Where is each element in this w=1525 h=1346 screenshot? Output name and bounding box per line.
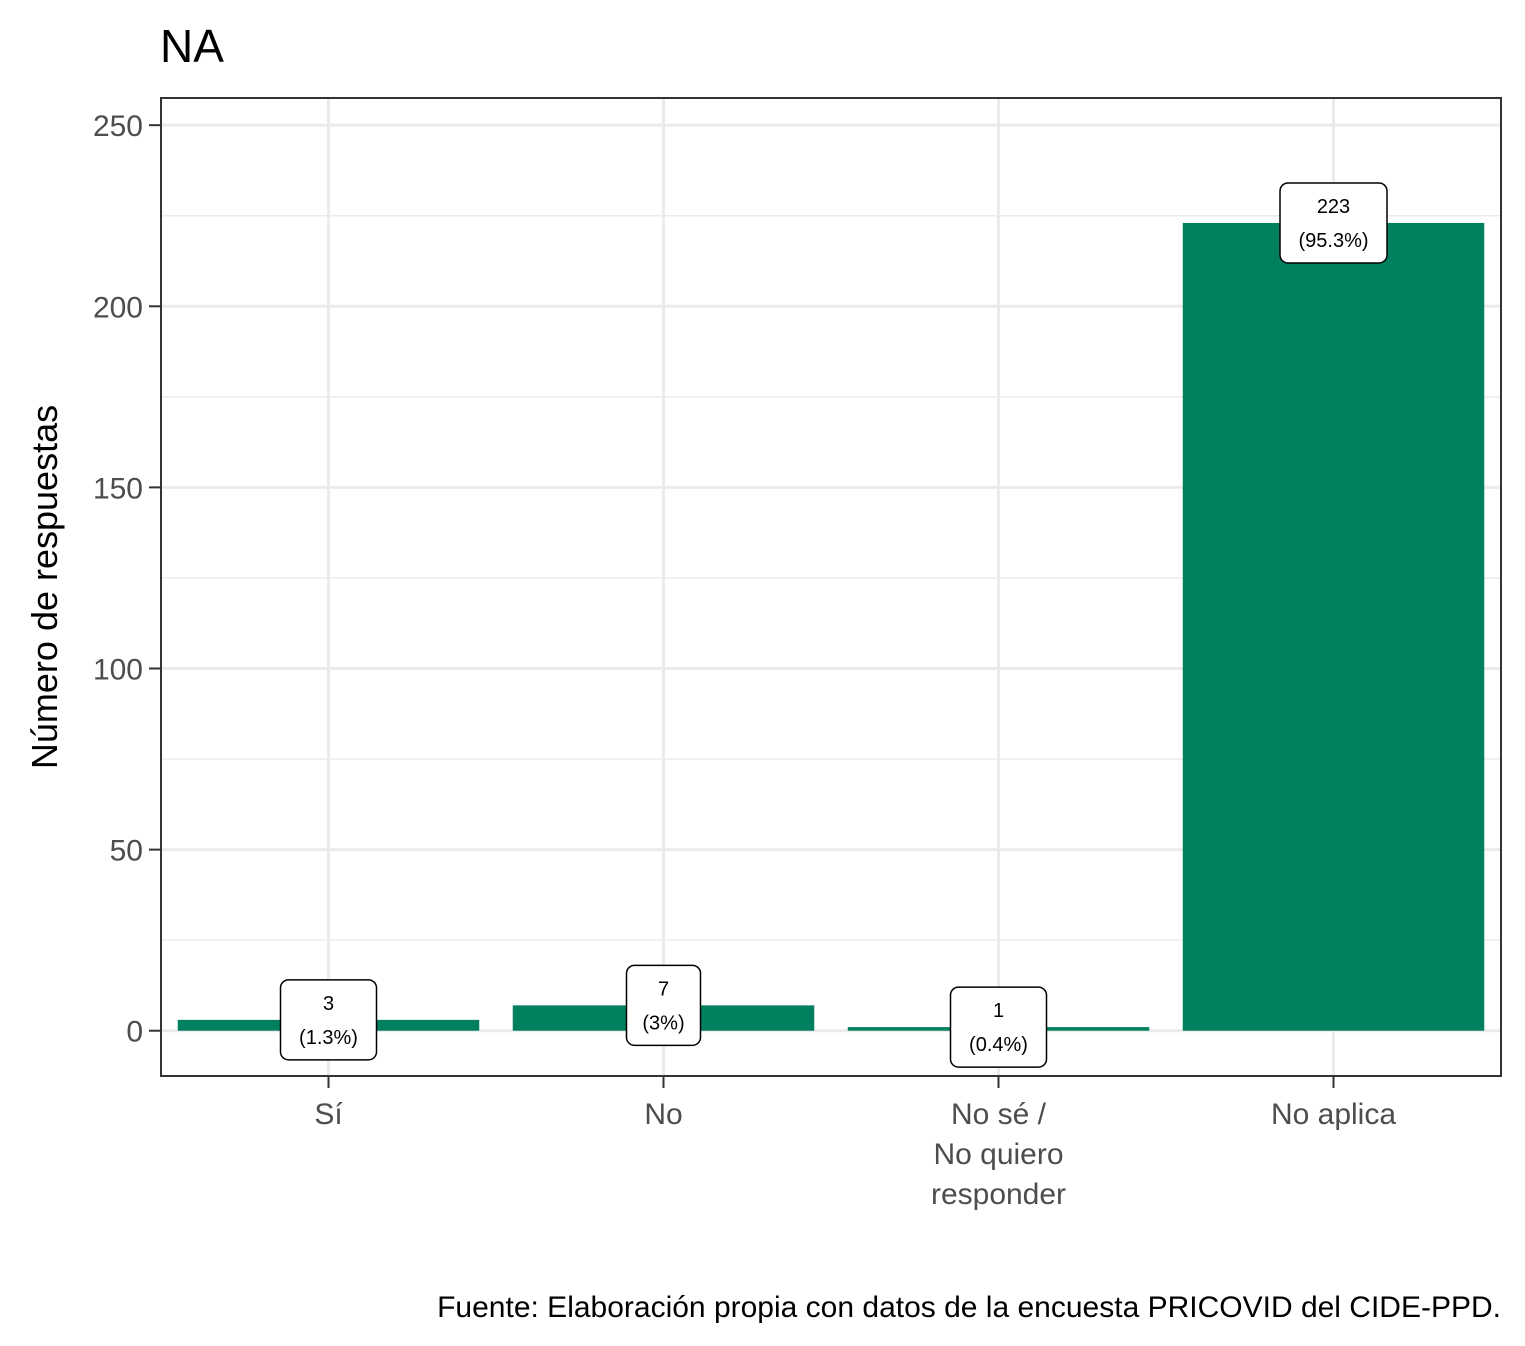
data-label-box xyxy=(1279,182,1388,264)
data-label-percent: (1.3%) xyxy=(299,1027,358,1049)
x-tick-label: No xyxy=(644,1098,682,1131)
data-label-percent: (0.4%) xyxy=(969,1034,1028,1056)
data-label-count: 3 xyxy=(323,993,334,1015)
data-label: 3 (1.3%) xyxy=(279,979,378,1061)
y-axis: 0 50 100 150 200 250 xyxy=(93,110,161,1049)
y-tick-label: 0 xyxy=(126,1016,143,1049)
y-tick-label: 100 xyxy=(93,654,143,687)
y-tick-label: 250 xyxy=(93,110,143,143)
chart-caption: Fuente: Elaboración propia con datos de … xyxy=(437,1291,1501,1324)
x-axis: Sí No No sé / No quiero responder No aplica xyxy=(314,1076,1396,1211)
y-tick-label: 200 xyxy=(93,291,143,324)
chart-title: NA xyxy=(160,20,224,72)
data-label: 223 (95.3%) xyxy=(1279,182,1388,264)
data-label-count: 223 xyxy=(1317,196,1350,218)
x-tick-label: Sí xyxy=(314,1098,343,1131)
x-tick-label: No aplica xyxy=(1271,1098,1396,1131)
bar xyxy=(1182,222,1485,1031)
x-tick-label: No sé / No quiero responder xyxy=(931,1098,1066,1211)
y-tick-label: 150 xyxy=(93,472,143,505)
data-label: 7 (3%) xyxy=(625,964,702,1047)
data-label-box xyxy=(625,964,702,1047)
data-label: 1 (0.4%) xyxy=(949,986,1048,1068)
data-label-count: 7 xyxy=(658,978,669,1000)
plot-border xyxy=(160,97,1502,1077)
data-label-percent: (95.3%) xyxy=(1298,230,1368,252)
data-label-percent: (3%) xyxy=(642,1012,684,1034)
data-label-box xyxy=(279,979,378,1061)
data-label-box xyxy=(949,986,1048,1068)
y-tick-label: 50 xyxy=(110,835,143,868)
y-axis-title: Número de respuestas xyxy=(24,405,65,769)
data-label-count: 1 xyxy=(993,1000,1004,1022)
data-labels: 3 (1.3%) 7 (3%) 1 (0.4%) 223 (95.3%) xyxy=(279,182,1388,1068)
